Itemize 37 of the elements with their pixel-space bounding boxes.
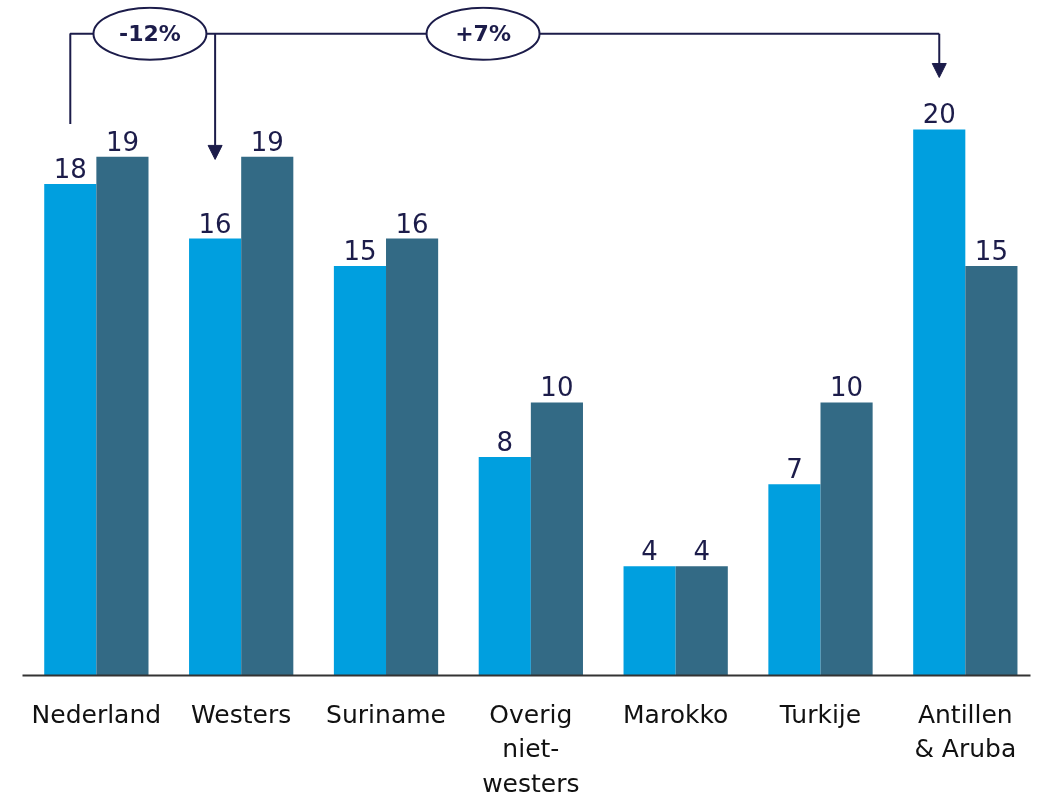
data-label: 10 <box>830 372 864 403</box>
x-tick-label: Suriname <box>326 699 446 729</box>
text: +7% <box>455 21 511 47</box>
data-label: 18 <box>53 153 87 184</box>
bar <box>965 265 1018 676</box>
data-label: 15 <box>343 235 377 266</box>
bar <box>675 566 728 676</box>
bar <box>820 402 873 676</box>
bar <box>333 265 387 676</box>
x-tick-label: Nederland <box>31 699 162 729</box>
data-label: 4 <box>641 536 658 567</box>
data-label: 8 <box>496 427 514 458</box>
data-label: 10 <box>540 372 574 403</box>
text: -12% <box>119 21 181 47</box>
bar <box>478 457 531 676</box>
bar <box>189 238 242 676</box>
data-label: 7 <box>786 454 803 485</box>
x-tick-label: Overig niet-westers <box>482 699 580 799</box>
bar <box>44 183 97 676</box>
data-label: 19 <box>250 126 284 157</box>
x-tick-label: Westers <box>191 699 292 729</box>
x-tick-label: Antillen & Aruba <box>914 699 1017 764</box>
data-label: 4 <box>693 536 711 567</box>
bar <box>768 484 821 676</box>
data-label: 16 <box>198 208 232 239</box>
bar <box>241 156 294 676</box>
bar <box>386 238 439 676</box>
x-tick-label: Turkije <box>778 699 862 729</box>
bar <box>913 129 966 676</box>
bar <box>623 566 676 676</box>
data-label: 16 <box>395 208 429 239</box>
data-label: 19 <box>105 126 139 157</box>
bar <box>530 402 583 676</box>
data-label: 20 <box>922 99 956 130</box>
bar <box>96 156 149 676</box>
x-tick-label: Marokko <box>623 699 729 729</box>
data-label: 15 <box>974 235 1008 266</box>
